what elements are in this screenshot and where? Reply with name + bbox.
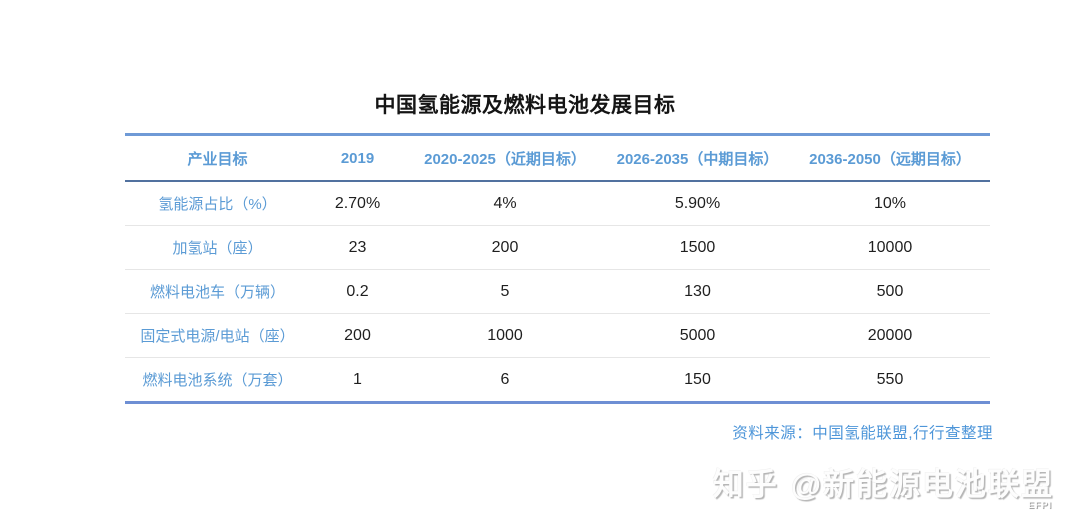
cell-value: 5000 [679, 326, 716, 344]
page-title: 中国氢能源及燃料电池发展目标 [374, 94, 676, 117]
table-row: 加氢站（座） 23 200 1500 10000 [125, 226, 990, 270]
data-source-note: 资料来源：中国氢能联盟,行行查整理 [732, 425, 993, 442]
table-row: 固定式电源/电站（座） 200 1000 5000 20000 [125, 314, 990, 358]
header-cell-industry-target: 产业目标 [187, 150, 248, 168]
cell-value: 550 [876, 370, 904, 388]
cell-value: 0.2 [346, 282, 369, 300]
watermark-sub-label: EFPI [1027, 500, 1052, 510]
row-label: 固定式电源/电站（座） [140, 328, 295, 345]
cell-value: 10000 [867, 238, 913, 256]
cell-value: 1000 [487, 326, 523, 344]
table-row: 燃料电池车（万辆） 0.2 5 130 500 [125, 270, 990, 314]
row-label: 燃料电池车（万辆） [149, 284, 285, 301]
targets-table: 产业目标 2019 2020-2025（近期目标） 2026-2035（中期目标… [125, 133, 990, 404]
cell-value: 6 [500, 370, 510, 388]
header-cell-2020-2025: 2020-2025（近期目标） [424, 150, 586, 168]
row-label: 氢能源占比（%） [158, 196, 277, 213]
row-label: 燃料电池系统（万套） [142, 372, 293, 389]
cell-value: 500 [876, 282, 904, 300]
table-row: 燃料电池系统（万套） 1 6 150 550 [125, 358, 990, 404]
cell-value: 2.70% [334, 194, 381, 212]
cell-value: 200 [344, 326, 371, 344]
row-label: 加氢站（座） [172, 240, 263, 257]
cell-value: 5 [500, 282, 510, 300]
zhihu-logo-text: 知乎 [712, 467, 779, 502]
cell-value: 130 [684, 282, 711, 300]
table-header-row: 产业目标 2019 2020-2025（近期目标） 2026-2035（中期目标… [125, 133, 990, 182]
header-cell-2036-2050: 2036-2050（远期目标） [809, 150, 971, 168]
table-row: 氢能源占比（%） 2.70% 4% 5.90% 10% [125, 182, 990, 226]
cell-value: 200 [491, 238, 519, 256]
cell-value: 4% [493, 194, 517, 212]
header-cell-2026-2035: 2026-2035（中期目标） [616, 150, 779, 168]
cell-value: 23 [348, 238, 367, 256]
cell-value: 10% [873, 194, 907, 212]
zhihu-watermark: 知乎 @新能源电池联盟 EFPI [712, 459, 1054, 510]
watermark-handle: @新能源电池联盟 [790, 467, 1054, 502]
cell-value: 1 [353, 370, 362, 388]
cell-value: 5.90% [674, 194, 721, 212]
cell-value: 150 [684, 370, 711, 388]
cell-value: 1500 [679, 238, 716, 256]
cell-value: 20000 [867, 326, 913, 344]
header-cell-2019: 2019 [340, 149, 375, 167]
